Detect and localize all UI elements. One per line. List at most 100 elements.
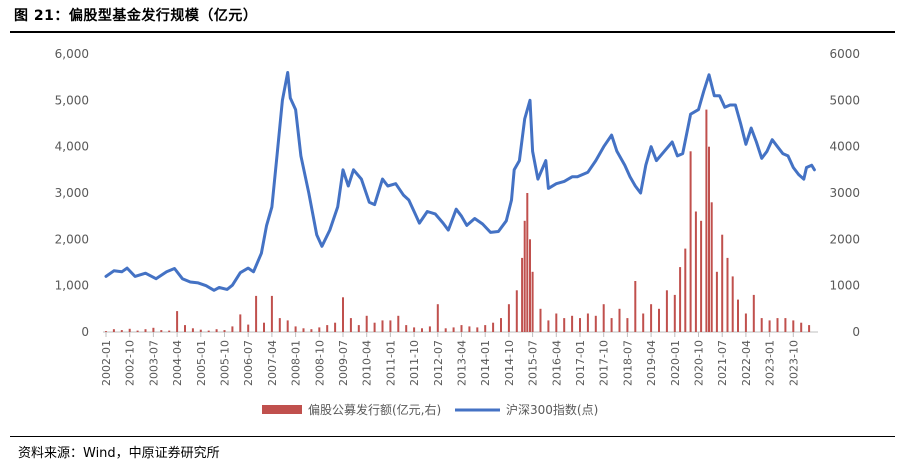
y-left-tick-label: 0 bbox=[81, 325, 89, 339]
x-tick-label: 2017-10 bbox=[598, 340, 611, 386]
bar bbox=[405, 325, 408, 332]
x-tick-label: 2002-01 bbox=[100, 340, 113, 386]
bar bbox=[144, 329, 147, 332]
bar bbox=[413, 327, 416, 332]
y-left-tick-label: 6,000 bbox=[55, 47, 89, 61]
x-tick-label: 2022-04 bbox=[740, 340, 753, 386]
bar bbox=[526, 193, 529, 332]
y-right-tick-label: 0 bbox=[852, 325, 860, 339]
bar bbox=[715, 271, 718, 332]
bar bbox=[658, 308, 660, 332]
bar bbox=[731, 276, 734, 332]
bar bbox=[705, 109, 708, 332]
figure-title: 图 21：偏股型基金发行规模（亿元） bbox=[14, 8, 258, 24]
bar bbox=[618, 308, 621, 332]
x-tick-label: 2021-07 bbox=[716, 340, 729, 386]
bar bbox=[128, 328, 131, 332]
bar bbox=[665, 290, 668, 332]
bar bbox=[610, 318, 613, 332]
bar bbox=[349, 318, 352, 332]
bar bbox=[737, 299, 739, 332]
legend-line-label: 沪深300指数(点) bbox=[506, 402, 598, 417]
line-series bbox=[104, 71, 816, 292]
bar bbox=[515, 290, 518, 332]
bar bbox=[563, 318, 566, 332]
bar bbox=[602, 304, 605, 332]
x-tick-label: 2010-04 bbox=[361, 340, 374, 386]
bar bbox=[452, 327, 455, 332]
bar bbox=[152, 327, 155, 332]
bar bbox=[310, 329, 313, 332]
bar bbox=[294, 326, 297, 332]
bar-series bbox=[105, 109, 811, 333]
x-tick-label: 2005-01 bbox=[195, 340, 208, 386]
bar bbox=[710, 202, 713, 332]
legend-bar-label: 偏股公募发行额(亿元,右) bbox=[308, 402, 441, 417]
bar bbox=[239, 314, 242, 332]
bar bbox=[500, 318, 502, 332]
bar bbox=[531, 271, 534, 332]
bar bbox=[476, 327, 479, 332]
bar bbox=[397, 315, 400, 332]
bar bbox=[215, 329, 218, 332]
bar bbox=[708, 146, 710, 332]
bar bbox=[760, 318, 763, 332]
y-right-tick-label: 4000 bbox=[829, 140, 860, 154]
bar bbox=[168, 330, 171, 332]
bar bbox=[428, 326, 431, 332]
bar bbox=[334, 322, 337, 332]
x-tick-label: 2007-04 bbox=[266, 340, 279, 386]
legend-bar-swatch bbox=[262, 405, 302, 414]
bar bbox=[263, 322, 265, 332]
x-tick-label: 2018-07 bbox=[621, 340, 634, 386]
x-tick-label: 2006-07 bbox=[242, 340, 255, 386]
bar bbox=[744, 313, 747, 332]
bar bbox=[726, 257, 729, 332]
bar bbox=[507, 304, 510, 332]
y-right-tick-label: 5000 bbox=[829, 93, 860, 107]
bar bbox=[492, 322, 495, 332]
bar bbox=[673, 294, 676, 332]
x-tick-label: 2008-10 bbox=[313, 340, 326, 386]
bar bbox=[223, 330, 226, 332]
bar bbox=[776, 318, 779, 332]
y-left-tick-label: 3,000 bbox=[55, 186, 89, 200]
y-right-tick-label: 2000 bbox=[829, 232, 860, 246]
bar bbox=[231, 326, 234, 332]
x-tick-label: 2020-01 bbox=[669, 340, 682, 386]
bar bbox=[199, 329, 202, 332]
x-tick-label: 2004-04 bbox=[171, 340, 184, 386]
bar bbox=[752, 294, 755, 332]
bar bbox=[808, 325, 811, 332]
y-left-tick-label: 2,000 bbox=[55, 232, 89, 246]
x-axis-ticks: 2002-01 2002-10 2003-07 2004-04 2005-01 2005-… bbox=[100, 332, 800, 386]
bar bbox=[191, 328, 194, 332]
bar bbox=[105, 331, 107, 332]
bar bbox=[436, 304, 439, 332]
bar bbox=[784, 318, 787, 332]
x-tick-label: 2009-07 bbox=[337, 340, 350, 386]
x-tick-label: 2016-04 bbox=[550, 340, 563, 386]
y-left-tick-label: 1,000 bbox=[55, 279, 89, 293]
x-tick-label: 2014-10 bbox=[503, 340, 516, 386]
bar bbox=[523, 220, 526, 332]
bar bbox=[247, 324, 250, 332]
bar bbox=[136, 330, 139, 332]
x-tick-label: 2012-07 bbox=[432, 340, 445, 386]
bar bbox=[373, 322, 376, 332]
bar bbox=[700, 220, 703, 332]
bar bbox=[650, 304, 653, 332]
x-tick-label: 2019-04 bbox=[645, 340, 658, 386]
bar bbox=[389, 320, 392, 332]
bar bbox=[521, 257, 524, 332]
bar bbox=[547, 320, 550, 332]
bar bbox=[642, 313, 645, 332]
bar bbox=[689, 151, 692, 332]
bar bbox=[800, 322, 803, 332]
x-tick-label: 2020-10 bbox=[693, 340, 706, 386]
bar bbox=[468, 326, 471, 332]
y-right-tick-label: 1000 bbox=[829, 279, 860, 293]
y-right-tick-label: 3000 bbox=[829, 186, 860, 200]
y-axis-right-ticks: 0 1000 2000 3000 4000 5000 6000 bbox=[829, 47, 860, 339]
